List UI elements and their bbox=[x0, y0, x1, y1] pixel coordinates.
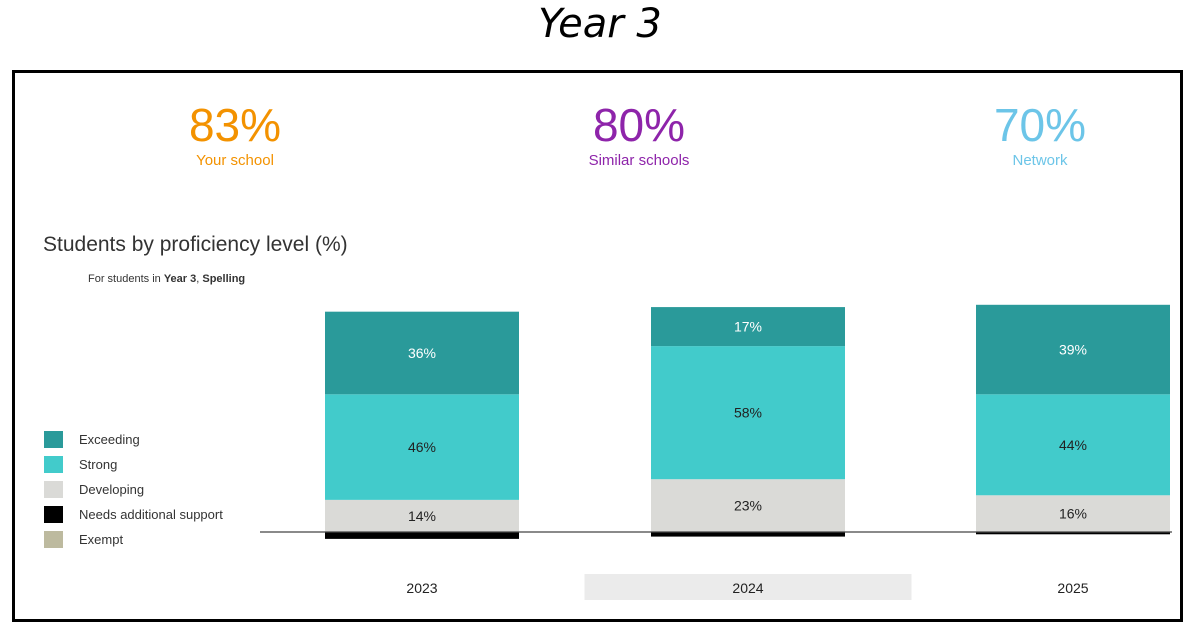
data-label: 16% bbox=[1059, 506, 1087, 522]
bar-needs-additional-support bbox=[325, 532, 519, 539]
x-tick-label: 2024 bbox=[732, 580, 763, 596]
legend-swatch bbox=[44, 506, 63, 523]
legend-label: Exempt bbox=[79, 532, 124, 547]
x-tick-label: 2025 bbox=[1057, 580, 1088, 596]
data-label: 36% bbox=[408, 345, 436, 361]
bar-strong bbox=[651, 346, 845, 480]
legend-label: Exceeding bbox=[79, 432, 140, 447]
kpi-network: 70% Network bbox=[890, 100, 1190, 170]
data-label: 44% bbox=[1059, 437, 1087, 453]
chart-title: Students by proficiency level (%) bbox=[43, 233, 348, 256]
legend-swatch bbox=[44, 481, 63, 498]
legend-swatch bbox=[44, 531, 63, 548]
x-tick-label: 2023 bbox=[406, 580, 437, 596]
bar-needs-additional-support bbox=[651, 532, 845, 537]
bar-developing bbox=[976, 495, 1170, 532]
legend-swatch bbox=[44, 431, 63, 448]
subtitle-separator: , bbox=[196, 273, 203, 285]
data-label: 23% bbox=[734, 498, 762, 514]
subtitle-prefix: For students in bbox=[88, 273, 164, 285]
bar-exceeding bbox=[651, 307, 845, 347]
kpi-label: Your school bbox=[196, 152, 274, 169]
bar-developing bbox=[651, 479, 845, 532]
page-title: Year 3 bbox=[538, 1, 662, 47]
data-label: 17% bbox=[734, 319, 762, 335]
report-card bbox=[12, 70, 1183, 622]
bar-strong bbox=[325, 394, 519, 500]
bar-exceeding bbox=[976, 304, 1170, 395]
kpi-label: Similar schools bbox=[588, 152, 690, 169]
legend-label: Strong bbox=[79, 457, 118, 472]
data-label: 58% bbox=[734, 405, 762, 421]
kpi-label: Network bbox=[1012, 152, 1068, 169]
bar-exceeding bbox=[325, 311, 519, 395]
data-label: 14% bbox=[408, 508, 436, 524]
kpi-your-school: 83% Your school bbox=[85, 100, 385, 170]
data-label: 39% bbox=[1059, 342, 1087, 358]
kpi-value: 80% bbox=[592, 99, 686, 151]
bar-strong bbox=[976, 394, 1170, 496]
legend-swatch bbox=[44, 456, 63, 473]
legend-label: Needs additional support bbox=[79, 507, 223, 522]
category-highlight bbox=[584, 574, 912, 600]
bar-needs-additional-support bbox=[976, 532, 1170, 535]
bar-developing bbox=[325, 499, 519, 532]
subtitle-subject: Spelling bbox=[202, 273, 246, 285]
data-label: 46% bbox=[408, 439, 436, 455]
chart-subtitle: For students in Year 3, Spelling bbox=[88, 273, 245, 285]
kpi-value: 83% bbox=[188, 99, 282, 151]
subtitle-year: Year 3 bbox=[163, 273, 197, 285]
kpi-value: 70% bbox=[993, 99, 1087, 151]
kpi-similar-schools: 80% Similar schools bbox=[489, 100, 789, 170]
legend-label: Developing bbox=[79, 482, 145, 497]
